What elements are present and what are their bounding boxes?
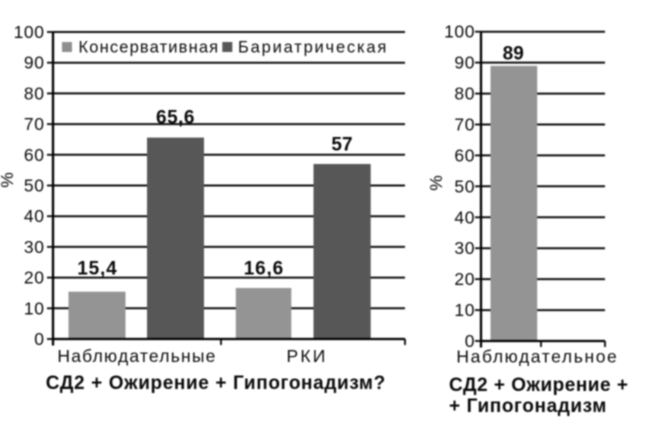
svg-text:16,6: 16,6 [244,259,284,280]
svg-text:80: 80 [24,83,45,103]
svg-text:15,4: 15,4 [77,259,117,280]
svg-text:20: 20 [24,268,45,288]
svg-text:70: 70 [454,115,475,135]
svg-text:70: 70 [24,114,45,134]
svg-text:+ Гипогонадизм: + Гипогонадизм [449,396,607,417]
svg-text:Бариатрическая: Бариатрическая [238,39,388,57]
svg-text:60: 60 [24,145,45,165]
svg-text:10: 10 [454,300,475,320]
svg-text:20: 20 [454,269,475,289]
svg-text:0: 0 [465,331,475,351]
svg-text:50: 50 [24,176,45,196]
svg-text:40: 40 [24,206,45,226]
svg-text:Консервативная: Консервативная [79,39,220,57]
svg-text:30: 30 [454,238,475,258]
svg-text:Наблюдательные: Наблюдательные [57,346,216,366]
svg-text:Наблюдательное: Наблюдательное [456,347,618,367]
svg-text:57: 57 [331,135,352,156]
svg-text:10: 10 [24,298,45,318]
svg-text:СД2 + Ожирение +: СД2 + Ожирение + [449,375,628,396]
svg-text:90: 90 [24,53,45,73]
svg-text:РКИ: РКИ [286,346,327,366]
svg-text:40: 40 [454,207,475,227]
svg-text:100: 100 [14,22,45,42]
svg-text:СД2 + Ожирение + Гипогонадизм?: СД2 + Ожирение + Гипогонадизм? [46,373,386,394]
svg-text:%: % [426,175,446,191]
svg-text:89: 89 [503,44,524,65]
svg-text:90: 90 [454,53,475,73]
svg-text:60: 60 [454,145,475,165]
svg-text:0: 0 [34,329,44,349]
svg-text:100: 100 [444,22,475,42]
svg-text:80: 80 [454,84,475,104]
svg-text:%: % [0,172,17,188]
svg-text:50: 50 [454,176,475,196]
svg-text:65,6: 65,6 [156,108,195,129]
svg-text:30: 30 [24,237,45,257]
